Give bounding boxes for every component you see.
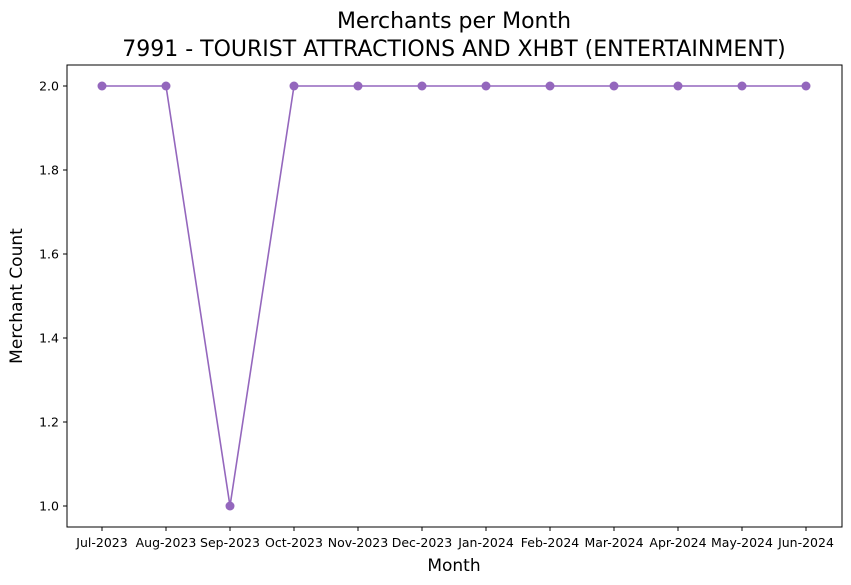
x-tick-label: Jan-2024 (457, 535, 514, 550)
x-tick-label: May-2024 (711, 535, 773, 550)
y-tick-label: 1.4 (39, 331, 59, 346)
x-tick-label: Oct-2023 (265, 535, 323, 550)
x-tick-label: Jun-2024 (777, 535, 834, 550)
y-axis: 1.0 1.2 1.4 1.6 1.8 2.0 (39, 79, 67, 514)
x-tick-label: Mar-2024 (584, 535, 643, 550)
y-tick-label: 1.8 (39, 163, 59, 178)
y-tick-label: 2.0 (39, 79, 59, 94)
x-axis: Jul-2023 Aug-2023 Sep-2023 Oct-2023 Nov-2023… (75, 527, 834, 550)
y-tick-label: 1.2 (39, 415, 59, 430)
x-tick-label: Jul-2023 (75, 535, 127, 550)
data-point (673, 81, 683, 91)
x-tick-label: Nov-2023 (328, 535, 388, 550)
series-layer (97, 81, 811, 511)
data-point (161, 81, 171, 91)
data-point (417, 81, 427, 91)
data-point (353, 81, 363, 91)
plot-area (66, 64, 843, 528)
x-axis-label: Month (427, 556, 480, 576)
data-point (97, 81, 107, 91)
data-point (545, 81, 555, 91)
chart-title: Merchants per Month (337, 9, 571, 34)
x-tick-label: Aug-2023 (136, 535, 197, 550)
data-point (225, 501, 235, 511)
x-tick-label: Apr-2024 (649, 535, 706, 550)
x-tick-label: Feb-2024 (521, 535, 580, 550)
data-point (737, 81, 747, 91)
data-point (481, 81, 491, 91)
data-point (609, 81, 619, 91)
y-tick-label: 1.0 (39, 499, 59, 514)
chart-subtitle: 7991 - TOURIST ATTRACTIONS AND XHBT (ENT… (122, 37, 785, 62)
x-tick-label: Dec-2023 (392, 535, 453, 550)
data-point (801, 81, 811, 91)
series-line (102, 85, 806, 507)
x-tick-label: Sep-2023 (200, 535, 260, 550)
y-tick-label: 1.6 (39, 247, 59, 262)
data-point (289, 81, 299, 91)
y-axis-label: Merchant Count (7, 228, 27, 364)
